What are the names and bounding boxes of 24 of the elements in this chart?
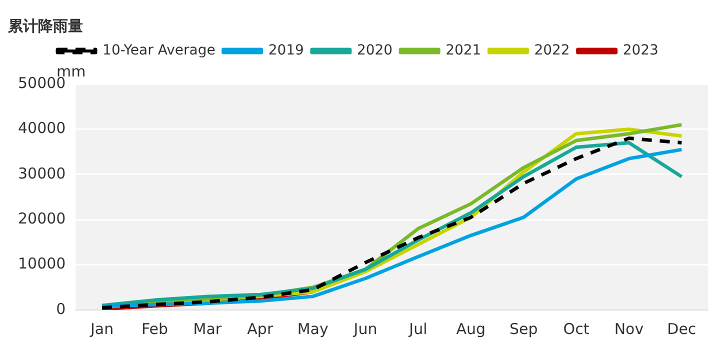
- x-tick-label: Apr: [247, 320, 274, 338]
- legend-label: 2023: [622, 42, 658, 59]
- y-tick-label: 40000: [18, 119, 66, 138]
- x-tick-label: Jul: [408, 320, 428, 338]
- x-tick-label: Mar: [193, 320, 222, 338]
- x-tick-label: Sep: [509, 320, 538, 338]
- chart-title: 累计降雨量: [7, 16, 83, 35]
- x-tick-label: Dec: [667, 320, 696, 338]
- legend-label: 10-Year Average: [102, 42, 216, 59]
- x-tick-label: Nov: [614, 320, 644, 338]
- legend-label: 2019: [268, 42, 304, 59]
- legend-label: 2020: [356, 42, 393, 59]
- y-tick-label: 20000: [18, 209, 66, 228]
- x-tick-label: Jan: [90, 320, 114, 338]
- x-tick-label: Jun: [352, 320, 378, 338]
- y-tick-label: 0: [56, 300, 66, 318]
- legend-label: 2022: [534, 42, 570, 59]
- legend-label: 2021: [446, 42, 482, 59]
- y-tick-label: 10000: [18, 254, 66, 273]
- x-tick-label: Oct: [563, 320, 590, 338]
- x-tick-label: Aug: [456, 320, 486, 338]
- x-tick-label: May: [297, 320, 328, 338]
- x-tick-label: Feb: [141, 320, 168, 338]
- y-tick-label: 30000: [18, 164, 66, 182]
